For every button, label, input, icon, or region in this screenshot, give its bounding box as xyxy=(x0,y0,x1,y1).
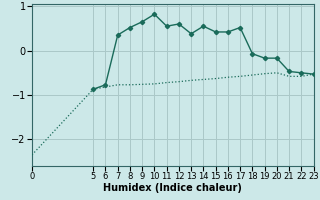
X-axis label: Humidex (Indice chaleur): Humidex (Indice chaleur) xyxy=(103,183,242,193)
